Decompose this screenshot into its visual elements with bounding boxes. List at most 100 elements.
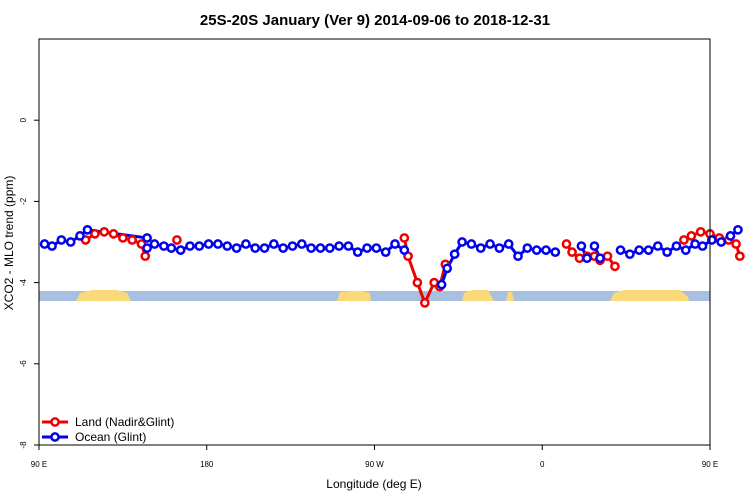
ocean-point [159, 241, 169, 251]
ocean-point [65, 237, 76, 247]
land-point [679, 235, 689, 245]
land-patch [337, 291, 371, 301]
x-tick-label: 0 [540, 460, 545, 469]
x-axis-label: Longitude (deg E) [326, 477, 421, 491]
series-points [39, 224, 745, 308]
ocean-point [494, 243, 505, 253]
ocean-point [250, 243, 261, 253]
legend-land-marker [50, 417, 60, 427]
ocean-point [503, 239, 514, 249]
land-point [118, 233, 128, 243]
ocean-point [82, 224, 93, 235]
ocean-point [306, 243, 316, 253]
ocean-point [485, 239, 495, 249]
land-point [695, 227, 706, 237]
ocean-point [213, 239, 223, 249]
ocean-point [671, 241, 682, 251]
ocean-point [296, 239, 307, 249]
land-point [734, 251, 745, 262]
ocean-point [550, 247, 561, 257]
ocean-point [457, 237, 467, 247]
ocean-point [343, 241, 354, 251]
land-point [567, 247, 577, 257]
land-point [99, 227, 110, 237]
land-point [610, 261, 620, 272]
land-point [172, 235, 182, 245]
ocean-point [615, 245, 626, 255]
land-point [127, 235, 138, 245]
ocean-point [222, 241, 233, 251]
ocean-point [733, 224, 743, 235]
y-axis-label: XCO2 - MLO trend (ppm) [2, 176, 16, 311]
ocean-point [269, 239, 279, 249]
land-patch [610, 290, 689, 301]
ocean-point [56, 235, 67, 245]
land-point [108, 229, 119, 239]
ocean-point [475, 243, 486, 253]
ocean-point [436, 279, 447, 290]
legend-ocean-marker [50, 432, 60, 442]
ocean-point [662, 247, 672, 257]
legend-ocean-label: Ocean (Glint) [75, 430, 146, 444]
ocean-point [287, 241, 298, 251]
ocean-point [75, 231, 85, 241]
land-point [574, 253, 585, 264]
land-point [399, 233, 410, 243]
ocean-point [371, 243, 382, 253]
ocean-point [442, 263, 453, 274]
ocean-point [39, 239, 50, 249]
surface-band [39, 290, 710, 301]
land-point [412, 277, 423, 288]
y-tick-label: -8 [19, 441, 28, 449]
ocean-point [625, 249, 635, 260]
x-tick-label: 90 E [702, 460, 718, 469]
ocean-point [166, 243, 177, 253]
ocean-point [334, 241, 344, 251]
ocean-point [315, 243, 326, 253]
ocean-point [522, 243, 533, 253]
land-point [419, 298, 430, 308]
legend: Land (Nadir&Glint)Ocean (Glint) [42, 415, 174, 444]
ocean-point [203, 239, 214, 249]
x-tick-label: 180 [200, 460, 214, 469]
ocean-point [643, 245, 654, 255]
ocean-point [380, 247, 391, 257]
ocean-point [352, 247, 363, 257]
x-axis-ticks: 90 E 180 90 W 0 90 E [31, 445, 718, 469]
ocean-point [531, 245, 542, 255]
land-patch [462, 290, 494, 301]
ocean-point [47, 241, 57, 251]
land-point [686, 231, 697, 241]
ocean-point [589, 241, 600, 251]
ocean-point [680, 245, 691, 255]
y-tick-label: -4 [19, 278, 28, 286]
land-point [602, 251, 613, 262]
land-point [90, 229, 100, 239]
land-point [561, 239, 572, 249]
ocean-point [513, 251, 523, 262]
ocean-point [541, 245, 551, 255]
y-tick-label: -6 [19, 360, 28, 368]
ocean-point [449, 249, 460, 260]
ocean-point [707, 235, 717, 245]
ocean-point [652, 241, 663, 251]
land-patch [76, 290, 131, 301]
ocean-point [142, 233, 152, 243]
ocean-point [690, 239, 700, 249]
ocean-point [194, 241, 205, 251]
ocean-point [259, 243, 270, 253]
ocean-point [175, 245, 186, 255]
land-point [140, 251, 151, 262]
ocean-point [716, 237, 727, 247]
ocean-point [185, 241, 195, 251]
ocean-point [697, 241, 708, 251]
ocean-point [725, 231, 736, 241]
y-tick-label: -2 [19, 197, 28, 205]
y-tick-label: 0 [19, 117, 28, 122]
ocean-point [595, 253, 605, 264]
land-patch [506, 292, 514, 301]
ocean-point [466, 239, 477, 249]
ocean-point [324, 243, 335, 253]
ocean-point [399, 245, 410, 255]
